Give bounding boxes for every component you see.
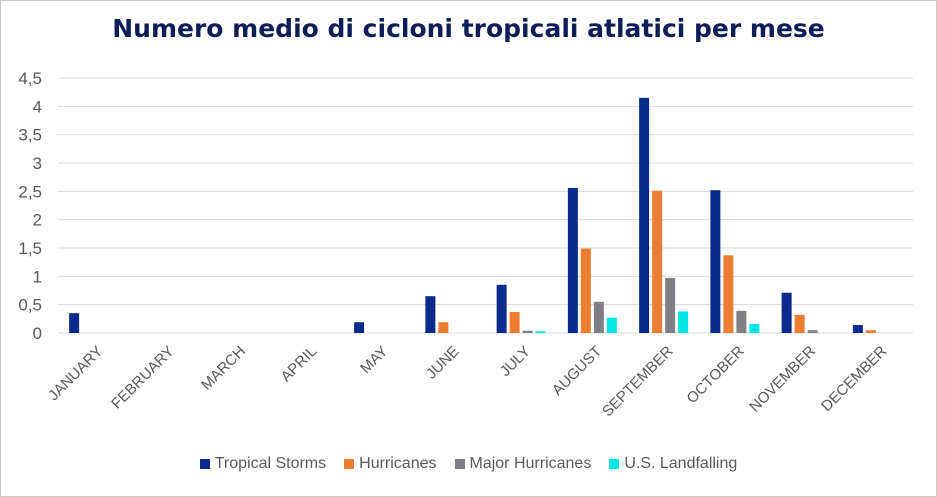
x-tick-label: MARCH	[198, 343, 249, 394]
y-tick-label: 1	[33, 267, 42, 286]
bar-tropical-storms-august	[567, 187, 578, 333]
bar-major-hurricanes-september	[665, 278, 676, 333]
bar-hurricanes-august	[580, 248, 591, 333]
bar-u-s-landfalling-september	[678, 311, 689, 333]
bar-hurricanes-december	[865, 330, 876, 333]
bar-hurricanes-september	[652, 190, 663, 333]
bar-u-s-landfalling-july	[535, 331, 546, 333]
y-tick-label: 0	[33, 324, 42, 343]
gridlines	[58, 77, 913, 334]
x-tick-label: JUNE	[423, 343, 463, 383]
x-tick-label: OCTOBER	[683, 343, 747, 407]
bar-tropical-storms-july	[496, 284, 507, 333]
x-tick-label: FEBRUARY	[108, 343, 178, 413]
y-tick-label: 2,5	[18, 182, 42, 201]
bar-major-hurricanes-november	[807, 330, 818, 333]
x-tick-label: MAY	[357, 343, 391, 377]
legend: Tropical Storms Hurricanes Major Hurricane…	[0, 455, 937, 473]
bar-tropical-storms-september	[639, 97, 650, 333]
bar-tropical-storms-may	[354, 322, 365, 333]
x-tick-label: APRIL	[278, 343, 321, 386]
legend-label: U.S. Landfalling	[624, 455, 738, 472]
x-tick-label: JANUARY	[45, 343, 106, 404]
bar-u-s-landfalling-october	[749, 323, 760, 333]
y-tick-label: 4	[33, 97, 42, 116]
legend-swatch	[344, 459, 355, 469]
bar-major-hurricanes-july	[522, 330, 533, 333]
y-tick-label: 4,5	[18, 69, 42, 88]
legend-swatch	[199, 459, 210, 469]
legend-label: Tropical Storms	[214, 455, 327, 472]
legend-label: Hurricanes	[359, 455, 437, 472]
x-tick-label: NOVEMBER	[746, 343, 819, 416]
y-tick-label: 3,5	[18, 126, 42, 145]
bar-major-hurricanes-august	[593, 301, 604, 333]
bar-tropical-storms-january	[69, 313, 80, 333]
legend-swatch	[454, 459, 465, 469]
bar-hurricanes-june	[438, 322, 449, 333]
y-axis-ticks: 0 0,5 1 1,5 2 2,5 3 3,5 4 4,5	[18, 69, 42, 343]
x-tick-label: AUGUST	[549, 343, 605, 399]
y-tick-label: 3	[33, 154, 42, 173]
y-tick-label: 0,5	[18, 296, 42, 315]
bar-tropical-storms-december	[852, 325, 863, 333]
x-axis-ticks: JANUARY FEBRUARY MARCH APRIL MAY JUNE JULY AUGU…	[45, 343, 890, 421]
bar-hurricanes-october	[723, 255, 734, 333]
legend-item: Hurricanes	[344, 455, 437, 473]
legend-swatch	[609, 459, 620, 469]
bar-tropical-storms-november	[781, 292, 792, 333]
x-tick-label: DECEMBER	[818, 343, 890, 415]
legend-label: Major Hurricanes	[469, 455, 592, 472]
x-tick-label: SEPTEMBER	[599, 343, 677, 421]
x-tick-label: JULY	[497, 343, 534, 380]
legend-item: Tropical Storms	[199, 455, 327, 473]
bar-hurricanes-july	[509, 312, 520, 333]
chart-title: Numero medio di cicloni tropicali atlati…	[112, 14, 825, 43]
y-tick-label: 1,5	[18, 239, 42, 258]
bar-u-s-landfalling-august	[606, 317, 617, 333]
bar-hurricanes-november	[794, 314, 805, 333]
legend-item: U.S. Landfalling	[609, 455, 737, 473]
bar-tropical-storms-june	[425, 296, 436, 333]
y-tick-label: 2	[33, 211, 42, 230]
bars	[69, 97, 876, 333]
bar-major-hurricanes-october	[736, 310, 747, 333]
legend-item: Major Hurricanes	[454, 455, 592, 473]
bar-tropical-storms-october	[710, 190, 721, 333]
